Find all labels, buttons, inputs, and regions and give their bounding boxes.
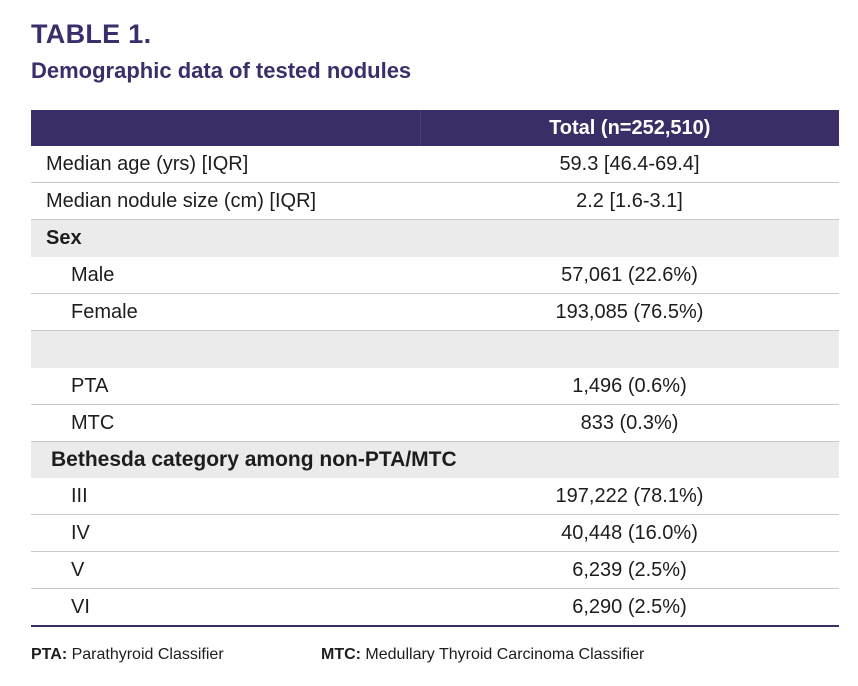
row-value xyxy=(420,330,839,368)
row-label: PTA xyxy=(31,367,420,405)
table-row: MTC 833 (0.3%) xyxy=(31,404,839,442)
table-title: TABLE 1. xyxy=(31,19,152,49)
row-label: III xyxy=(31,478,420,515)
table-row: III 197,222 (78.1%) xyxy=(31,478,839,515)
header-row: Total (n=252,510) xyxy=(31,110,839,146)
row-label: VI xyxy=(31,588,420,627)
demographic-table: Total (n=252,510) Median age (yrs) [IQR]… xyxy=(31,110,839,627)
section-label: Bethesda category among non-PTA/MTC xyxy=(31,441,839,478)
row-value: 193,085 (76.5%) xyxy=(420,293,839,331)
header-cell-total: Total (n=252,510) xyxy=(420,110,839,146)
row-label: MTC xyxy=(31,404,420,442)
row-value: 40,448 (16.0%) xyxy=(420,514,839,552)
section-row-sex: Sex xyxy=(31,219,839,257)
row-value: 6,239 (2.5%) xyxy=(420,551,839,589)
footnote-pta: PTA: Parathyroid Classifier xyxy=(31,646,224,664)
footnote-abbr: PTA: xyxy=(31,646,68,663)
row-label: V xyxy=(31,551,420,589)
table-row: IV 40,448 (16.0%) xyxy=(31,514,839,552)
row-value: 57,061 (22.6%) xyxy=(420,256,839,294)
row-label: Median nodule size (cm) [IQR] xyxy=(31,182,420,220)
table-row: Median age (yrs) [IQR] 59.3 [46.4-69.4] xyxy=(31,146,839,183)
section-label: Sex xyxy=(31,219,420,257)
row-value: 1,496 (0.6%) xyxy=(420,367,839,405)
row-value: 59.3 [46.4-69.4] xyxy=(420,146,839,183)
table-row: Female 193,085 (76.5%) xyxy=(31,293,839,331)
footnote-text: Medullary Thyroid Carcinoma Classifier xyxy=(360,646,645,663)
table-row: PTA 1,496 (0.6%) xyxy=(31,367,839,405)
row-value xyxy=(420,219,839,257)
section-row-bethesda: Bethesda category among non-PTA/MTC xyxy=(31,441,839,478)
table-row: VI 6,290 (2.5%) xyxy=(31,588,839,627)
footnote-text: Parathyroid Classifier xyxy=(67,646,224,663)
table-row: V 6,239 (2.5%) xyxy=(31,551,839,589)
row-label: Male xyxy=(31,256,420,294)
footnote-mtc: MTC: Medullary Thyroid Carcinoma Classif… xyxy=(321,646,644,664)
header-cell-blank xyxy=(31,110,421,146)
row-value: 6,290 (2.5%) xyxy=(420,588,839,627)
section-label xyxy=(31,330,420,368)
table-subtitle: Demographic data of tested nodules xyxy=(31,58,412,83)
section-row-blank xyxy=(31,330,839,368)
row-label: Median age (yrs) [IQR] xyxy=(31,146,420,183)
table-row: Male 57,061 (22.6%) xyxy=(31,256,839,294)
row-value: 2.2 [1.6-3.1] xyxy=(420,182,839,220)
table-row: Median nodule size (cm) [IQR] 2.2 [1.6-3… xyxy=(31,182,839,220)
row-value: 833 (0.3%) xyxy=(420,404,839,442)
footnote-abbr: MTC: xyxy=(321,646,361,663)
row-label: IV xyxy=(31,514,420,552)
row-value: 197,222 (78.1%) xyxy=(420,478,839,515)
row-label: Female xyxy=(31,293,420,331)
